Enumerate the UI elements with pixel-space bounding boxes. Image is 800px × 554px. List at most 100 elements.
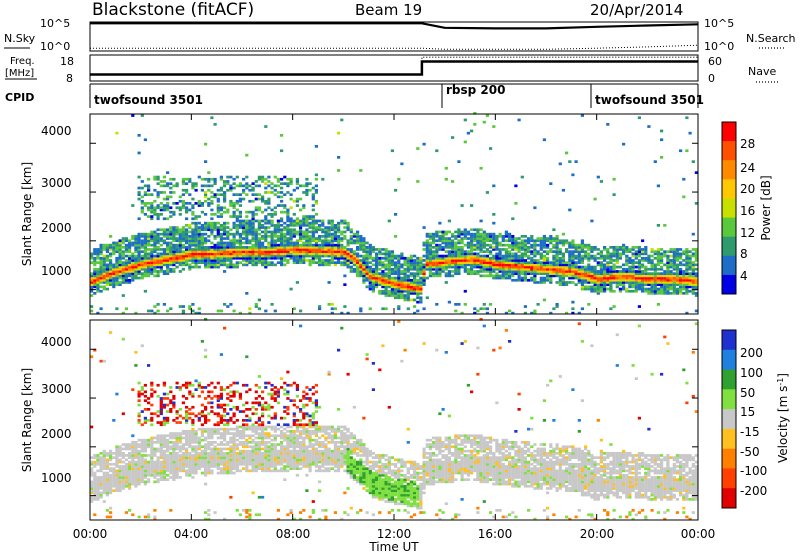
power-cell bbox=[675, 278, 679, 282]
power-cell bbox=[115, 283, 119, 286]
power-cell bbox=[489, 252, 493, 256]
velocity-cell bbox=[172, 471, 176, 475]
power-cell bbox=[90, 305, 94, 308]
velocity-cell bbox=[90, 456, 94, 459]
power-cell bbox=[356, 246, 360, 249]
power-cell bbox=[137, 186, 141, 190]
power-cell bbox=[631, 259, 635, 262]
power-cell bbox=[175, 232, 179, 236]
velocity-cell bbox=[191, 392, 195, 396]
power-cell bbox=[273, 228, 277, 232]
power-cell bbox=[419, 296, 423, 300]
power-cell bbox=[473, 228, 477, 232]
power-cell bbox=[276, 237, 280, 240]
power-cell bbox=[352, 232, 356, 236]
velocity-cell bbox=[175, 441, 179, 444]
power-cell bbox=[314, 239, 318, 243]
velocity-cell bbox=[216, 423, 220, 427]
power-cell bbox=[498, 241, 502, 245]
power-cell bbox=[191, 237, 195, 240]
velocity-cell bbox=[134, 469, 138, 473]
power-cell bbox=[346, 254, 350, 258]
power-cell bbox=[451, 274, 455, 278]
power-cell bbox=[314, 173, 318, 177]
power-cell bbox=[362, 256, 366, 260]
velocity-cell bbox=[93, 487, 97, 490]
power-cell bbox=[561, 241, 565, 245]
power-cell bbox=[416, 300, 420, 304]
power-cell bbox=[599, 180, 603, 183]
power-cell bbox=[599, 272, 603, 275]
power-cell bbox=[454, 252, 458, 256]
power-cell bbox=[387, 263, 391, 267]
power-cell bbox=[147, 237, 151, 240]
power-cell bbox=[140, 232, 144, 236]
power-cell bbox=[492, 263, 496, 267]
power-cell bbox=[523, 239, 527, 243]
power-cell bbox=[672, 274, 676, 278]
power-cell bbox=[390, 294, 394, 297]
power-cell bbox=[162, 180, 166, 183]
power-cell bbox=[273, 239, 277, 243]
velocity-cell bbox=[181, 458, 185, 462]
power-cell bbox=[466, 256, 470, 260]
velocity-cell bbox=[131, 388, 135, 391]
power-cell bbox=[365, 267, 369, 271]
power-cell bbox=[577, 265, 581, 269]
power-cell bbox=[631, 261, 635, 264]
power-cell bbox=[343, 274, 347, 278]
velocity-cell bbox=[159, 397, 163, 400]
power-cell bbox=[428, 241, 432, 245]
power-cell bbox=[109, 276, 113, 280]
velocity-cell bbox=[109, 506, 113, 510]
power-cell bbox=[257, 250, 261, 253]
power-cell bbox=[656, 281, 660, 284]
power-cell bbox=[305, 232, 309, 236]
power-cell bbox=[612, 305, 616, 308]
velocity-cell bbox=[175, 386, 179, 389]
power-cell bbox=[362, 261, 366, 264]
power-cell bbox=[473, 272, 477, 275]
power-cell bbox=[606, 263, 610, 267]
velocity-cell bbox=[105, 458, 109, 462]
power-cell bbox=[470, 263, 474, 267]
power-cell bbox=[264, 232, 268, 236]
velocity-cell bbox=[99, 478, 103, 481]
power-cell bbox=[387, 252, 391, 256]
power-cell bbox=[552, 270, 556, 273]
power-cell bbox=[248, 261, 252, 264]
velocity-cell bbox=[169, 509, 173, 512]
power-cell bbox=[191, 239, 195, 243]
power-cell bbox=[584, 250, 588, 253]
velocity-cell bbox=[169, 436, 173, 440]
power-cell bbox=[476, 239, 480, 243]
power-cell bbox=[99, 276, 103, 280]
velocity-cell bbox=[150, 443, 154, 446]
power-cell bbox=[267, 230, 271, 234]
power-cell bbox=[147, 188, 151, 192]
velocity-cell bbox=[216, 427, 220, 431]
power-cell bbox=[337, 239, 341, 243]
power-cell bbox=[159, 261, 163, 264]
power-cell bbox=[200, 228, 204, 232]
power-cell bbox=[479, 235, 483, 238]
power-cell bbox=[238, 311, 242, 315]
power-cell bbox=[194, 235, 198, 238]
power-cell bbox=[536, 259, 540, 262]
velocity-cell bbox=[143, 438, 147, 442]
power-cell bbox=[207, 252, 211, 256]
power-cell bbox=[267, 202, 271, 205]
power-cell bbox=[403, 298, 407, 302]
power-cell bbox=[599, 274, 603, 278]
power-cell bbox=[580, 281, 584, 284]
power-cell bbox=[406, 283, 410, 286]
power-cell bbox=[286, 243, 290, 247]
power-cell bbox=[409, 272, 413, 275]
power-cell bbox=[444, 243, 448, 247]
power-cell bbox=[175, 206, 179, 210]
power-cell bbox=[118, 256, 122, 260]
velocity-cell bbox=[166, 403, 170, 407]
power-cell bbox=[137, 256, 141, 260]
power-cell bbox=[555, 261, 559, 264]
power-cell bbox=[501, 267, 505, 271]
